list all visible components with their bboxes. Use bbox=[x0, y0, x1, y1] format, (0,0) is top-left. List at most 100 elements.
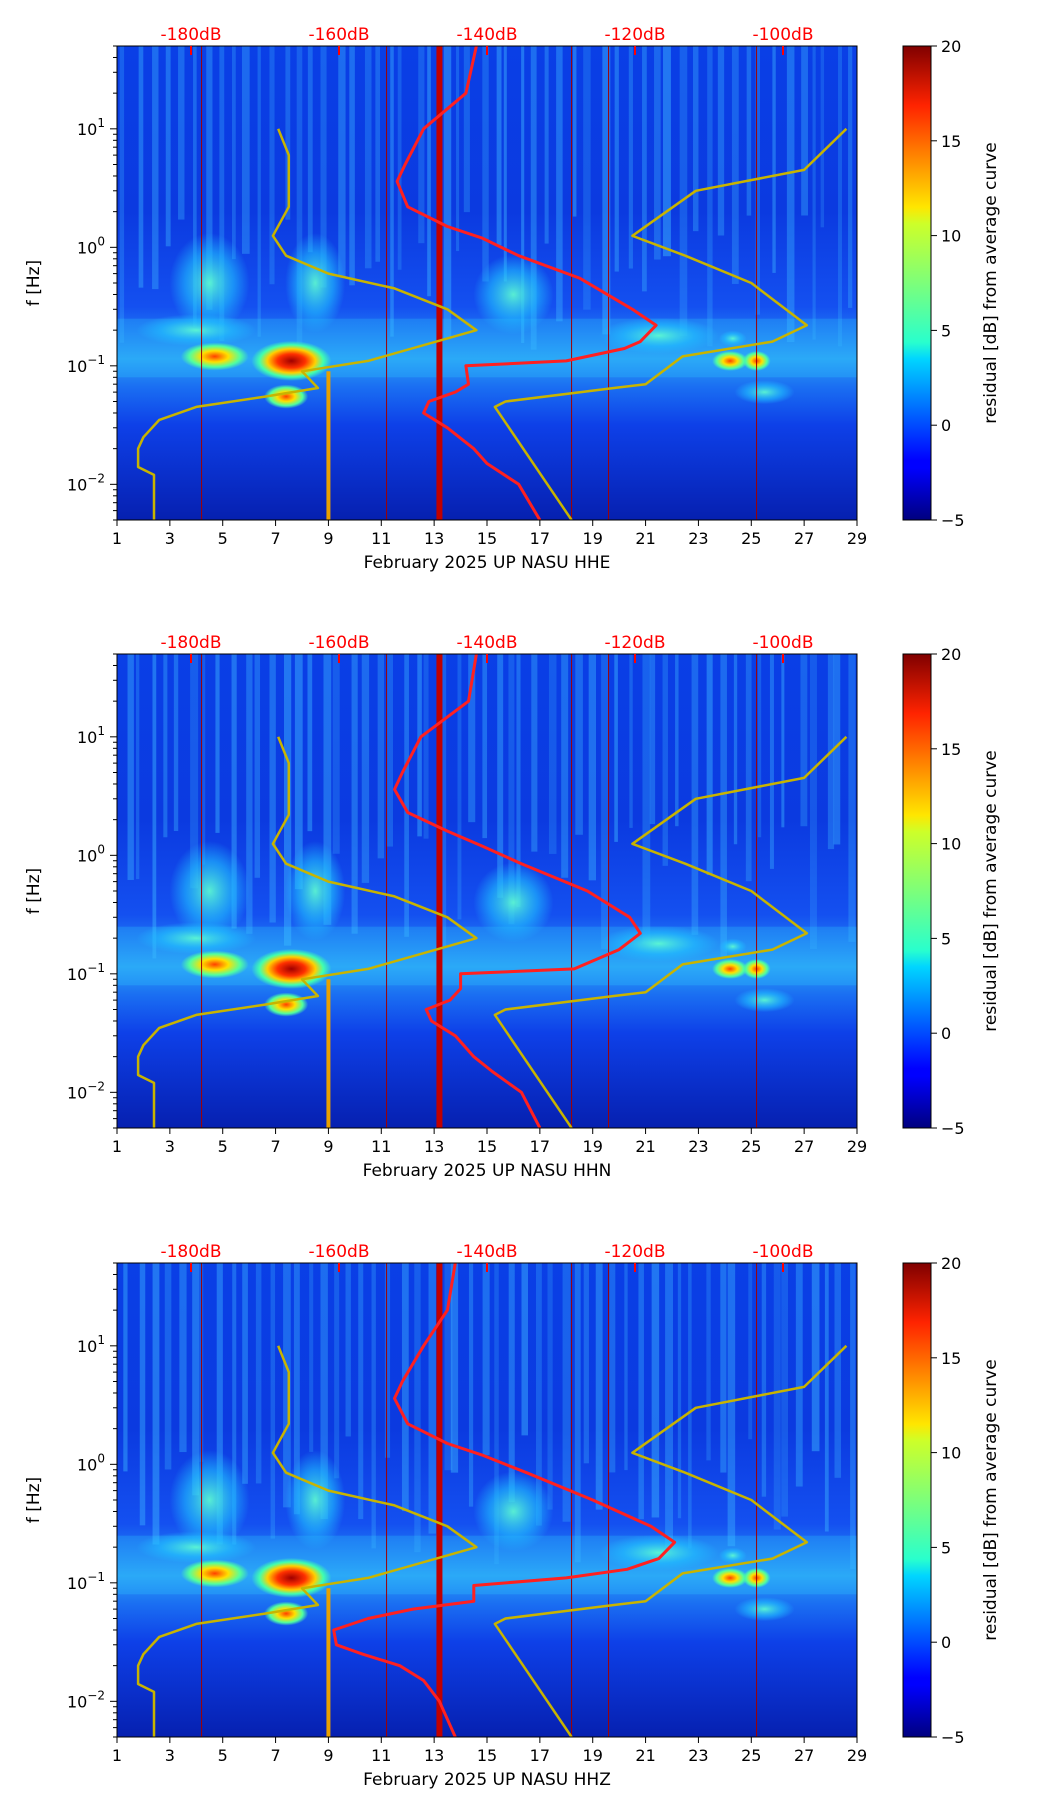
activity-streak bbox=[547, 1263, 553, 1510]
activity-streak bbox=[772, 46, 776, 273]
colorbar bbox=[902, 45, 932, 521]
x-tick-label: 9 bbox=[323, 1137, 333, 1156]
x-tick-label: 3 bbox=[165, 1746, 175, 1765]
activity-streak bbox=[423, 654, 429, 839]
energy-blob bbox=[473, 1471, 554, 1552]
activity-streak bbox=[428, 1263, 436, 1534]
activity-streak bbox=[677, 1263, 682, 1519]
y-tick-label: 101 bbox=[77, 116, 105, 139]
activity-streak bbox=[651, 1263, 660, 1518]
activity-streak bbox=[397, 46, 402, 270]
activity-streak bbox=[720, 654, 727, 957]
spike-line bbox=[326, 371, 331, 520]
activity-streak bbox=[781, 654, 785, 828]
activity-streak bbox=[638, 1263, 644, 1520]
activity-streak bbox=[178, 46, 185, 220]
high-noise-model-curve bbox=[493, 1344, 848, 1737]
activity-streak bbox=[497, 654, 504, 898]
energy-blob bbox=[169, 1450, 250, 1550]
activity-streak bbox=[296, 46, 303, 344]
colorbar-tick-label: 5 bbox=[941, 1538, 951, 1557]
current-noise-curve bbox=[332, 1263, 677, 1737]
activity-streak bbox=[795, 1263, 803, 1487]
activity-streak bbox=[572, 46, 577, 217]
x-tick-label: 21 bbox=[635, 529, 655, 548]
activity-streak bbox=[691, 654, 699, 935]
colorbar-tick-label: 15 bbox=[941, 132, 961, 151]
energy-blob bbox=[712, 350, 749, 371]
activity-streak bbox=[642, 654, 651, 944]
activity-streak bbox=[338, 46, 346, 278]
activity-streak bbox=[127, 654, 134, 880]
activity-streak bbox=[720, 1263, 727, 1473]
db-scale-label: -180dB bbox=[160, 25, 221, 45]
spectrogram-area bbox=[117, 654, 857, 1128]
energy-blob bbox=[718, 330, 747, 347]
colorbar-tick-label: 10 bbox=[941, 1444, 961, 1463]
x-tick-label: 17 bbox=[530, 529, 550, 548]
activity-streak bbox=[364, 46, 372, 269]
activity-streak bbox=[307, 46, 313, 253]
x-tick-label: 7 bbox=[270, 1137, 280, 1156]
activity-streak bbox=[163, 654, 168, 838]
day-13-band bbox=[436, 654, 443, 1128]
spike-line bbox=[326, 979, 331, 1128]
activity-streak bbox=[503, 46, 507, 282]
activity-streak bbox=[850, 1263, 856, 1569]
activity-streak bbox=[231, 46, 236, 260]
colorbar-tick-label: 20 bbox=[941, 1254, 961, 1273]
activity-streak bbox=[809, 654, 817, 950]
y-tick-label: 100 bbox=[77, 234, 105, 257]
activity-streak bbox=[482, 654, 488, 839]
activity-streak bbox=[414, 1263, 421, 1553]
activity-streak bbox=[216, 1263, 223, 1545]
activity-streak bbox=[232, 1263, 237, 1545]
y-tick-label: 100 bbox=[77, 842, 105, 865]
colorbar-tick-label: 20 bbox=[941, 645, 961, 664]
activity-streak bbox=[139, 1263, 146, 1526]
activity-streak bbox=[848, 654, 856, 942]
db-scale-label: -120dB bbox=[604, 25, 665, 45]
spectrogram-area bbox=[117, 1263, 857, 1737]
x-tick-label: 1 bbox=[112, 1137, 122, 1156]
x-tick-label: 23 bbox=[688, 1746, 708, 1765]
y-tick-label: 10−1 bbox=[67, 961, 105, 984]
activity-streak bbox=[755, 46, 760, 315]
low-noise-model-curve bbox=[136, 1345, 478, 1737]
activity-streak bbox=[320, 1263, 328, 1520]
activity-streak bbox=[601, 654, 609, 949]
energy-blob bbox=[180, 342, 249, 371]
y-tick-label: 101 bbox=[77, 1333, 105, 1356]
x-tick-label: 19 bbox=[583, 529, 603, 548]
db-scale-label: -160dB bbox=[308, 633, 369, 653]
activity-streak bbox=[602, 46, 611, 335]
activity-streak bbox=[457, 654, 462, 920]
colorbar-tick-label: −5 bbox=[941, 1119, 965, 1138]
current-noise-curve bbox=[395, 46, 658, 520]
activity-streak bbox=[164, 1263, 172, 1470]
energy-blob bbox=[251, 340, 332, 381]
activity-streak bbox=[820, 46, 825, 228]
x-tick-label: 17 bbox=[530, 1137, 550, 1156]
energy-blob bbox=[251, 948, 332, 989]
activity-streak bbox=[417, 654, 422, 837]
activity-streak bbox=[544, 46, 549, 244]
colorbar bbox=[902, 1262, 932, 1738]
activity-streak bbox=[152, 654, 157, 959]
activity-streak bbox=[675, 654, 679, 827]
activity-streak bbox=[443, 46, 452, 339]
activity-streak bbox=[733, 654, 738, 845]
x-tick-label: 27 bbox=[794, 529, 814, 548]
energy-blob bbox=[712, 1567, 749, 1588]
colorbar-label: residual [dB] from average curve bbox=[981, 1359, 1001, 1640]
activity-streak bbox=[138, 46, 144, 288]
y-tick-label: 10−2 bbox=[67, 1079, 105, 1102]
activity-streak bbox=[320, 46, 327, 288]
y-tick-label: 10−1 bbox=[67, 1570, 105, 1593]
activity-streak bbox=[285, 46, 291, 220]
x-tick-label: 5 bbox=[218, 1746, 228, 1765]
db-scale-label: -180dB bbox=[160, 1242, 221, 1262]
x-tick-label: 25 bbox=[741, 529, 761, 548]
energy-blob bbox=[734, 380, 795, 405]
